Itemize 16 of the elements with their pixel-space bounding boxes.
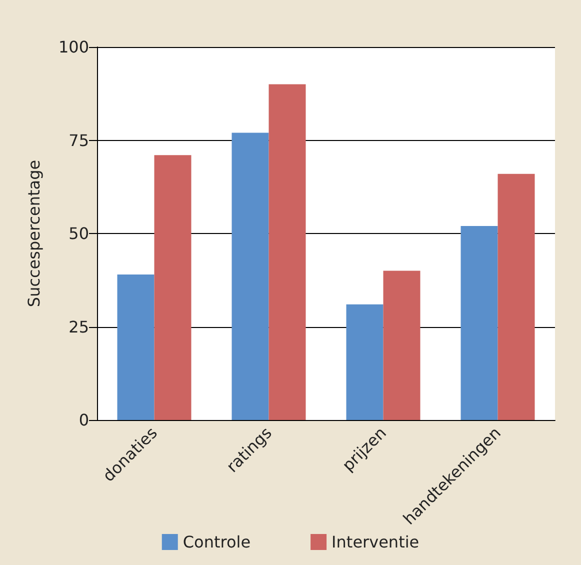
bar	[117, 274, 154, 420]
legend-label: Interventie	[332, 532, 420, 552]
bar	[460, 226, 498, 420]
y-tick-label: 50	[68, 224, 89, 243]
y-tick-label: 0	[78, 410, 89, 430]
y-axis-title: Succespercentage	[24, 160, 44, 308]
bar	[383, 270, 420, 420]
bar	[232, 132, 269, 420]
bar	[154, 155, 192, 420]
bar	[346, 304, 384, 420]
legend-label: Controle	[182, 532, 251, 552]
y-tick-label: 75	[68, 130, 89, 150]
y-tick-label: 100	[58, 38, 89, 56]
y-tick-label: 25	[68, 317, 89, 336]
bar	[498, 174, 535, 420]
bar	[268, 84, 306, 420]
